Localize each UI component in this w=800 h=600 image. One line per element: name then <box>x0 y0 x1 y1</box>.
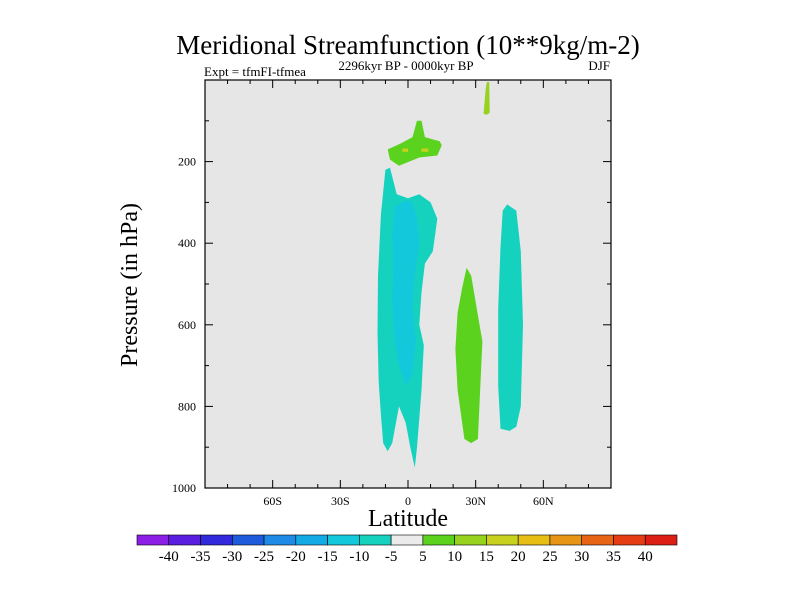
colorbar-label: -40 <box>159 549 179 565</box>
colorbar-swatch <box>200 534 233 546</box>
contour-pocket-core-left <box>402 148 408 152</box>
colorbar-swatch <box>613 534 646 546</box>
colorbar-label: 25 <box>542 549 557 565</box>
contour-upper-pocket-15-20 <box>483 82 490 115</box>
contour-nh-cell-minus5 <box>498 204 523 431</box>
x-tick-label: 30S <box>331 494 350 508</box>
colorbar-label: -5 <box>385 549 398 565</box>
colorbar-label: 5 <box>419 549 427 565</box>
colorbar-swatch <box>390 534 424 546</box>
x-axis-label: Latitude <box>368 506 448 532</box>
y-axis-label: Pressure (in hPa) <box>117 203 143 367</box>
colorbar-swatch <box>231 534 265 546</box>
colorbar-label: -15 <box>318 549 338 565</box>
colorbar-label: -10 <box>349 549 369 565</box>
colorbar: -40 -35 -30 -25 -20 -15 -10 -5 5 10 15 20 25 30 35 40 <box>136 534 678 565</box>
contour-upper-pocket-5-10 <box>387 120 442 166</box>
contour-regions <box>377 82 523 468</box>
x-tick-label: 60S <box>263 494 282 508</box>
colorbar-swatch <box>359 534 392 546</box>
x-tick-label: 0 <box>405 494 411 508</box>
colorbar-label: 15 <box>479 549 494 565</box>
colorbar-label: 35 <box>606 549 621 565</box>
chart-subtitle-center: 2296kyr BP - 0000kyr BP <box>338 58 473 73</box>
colorbar-swatch <box>295 534 328 546</box>
x-tick-label: 30N <box>465 494 486 508</box>
colorbar-label: 20 <box>511 549 526 565</box>
colorbar-swatch <box>644 534 678 546</box>
contour-nh-cell-5-10 <box>455 267 483 444</box>
colorbar-swatch <box>517 534 551 546</box>
contour-pocket-core-right <box>421 148 429 152</box>
colorbar-swatch <box>327 534 360 546</box>
chart-subtitle-left: Expt = tfmFI-tfmea <box>204 64 306 79</box>
y-tick-label: 1000 <box>172 481 196 495</box>
y-tick-label: 400 <box>178 236 196 250</box>
colorbar-label: -25 <box>254 549 274 565</box>
y-tick-label: 800 <box>178 399 196 413</box>
colorbar-label: -35 <box>191 549 211 565</box>
chart-subtitle-right: DJF <box>588 58 610 73</box>
y-tick-label: 600 <box>178 318 196 332</box>
colorbar-label: 40 <box>638 549 653 565</box>
colorbar-swatch <box>581 534 614 546</box>
x-tick-label: 60N <box>533 494 554 508</box>
y-tick-label: 200 <box>178 155 196 169</box>
colorbar-swatch <box>263 534 297 546</box>
colorbar-swatch <box>136 534 170 546</box>
colorbar-label: -20 <box>286 549 306 565</box>
colorbar-swatch <box>486 534 519 546</box>
axis-ticks: 60S 30S 0 30N 60N 200 400 600 800 1000 <box>172 80 611 508</box>
colorbar-label: 30 <box>574 549 589 565</box>
colorbar-swatch <box>454 534 487 546</box>
colorbar-label: -30 <box>222 549 242 565</box>
colorbar-swatch <box>549 534 583 546</box>
chart-title: Meridional Streamfunction (10**9kg/m-2) <box>176 30 639 60</box>
colorbar-swatch <box>168 534 201 546</box>
colorbar-label: 10 <box>447 549 462 565</box>
contour-sh-cell-minus10 <box>392 200 420 386</box>
colorbar-swatch <box>422 534 455 546</box>
